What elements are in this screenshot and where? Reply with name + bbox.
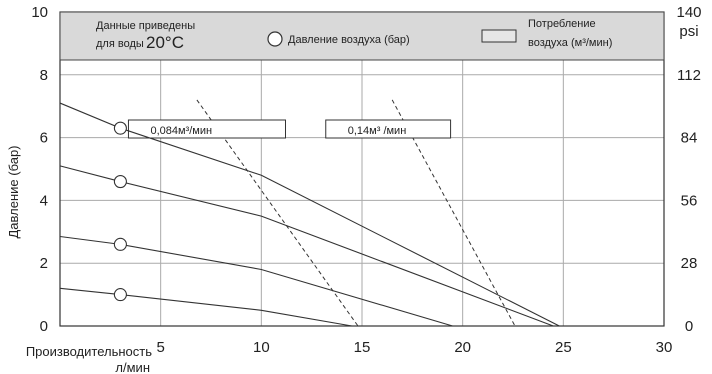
legend-pressure-label: Давление воздуха (бар) <box>288 34 410 46</box>
consumption-label-box <box>127 119 286 139</box>
series-line <box>59 165 554 327</box>
y2-tick-labels: 0 28 56 84 112 140 <box>676 4 701 335</box>
y-axis-title: Давление (бар) <box>6 145 21 238</box>
y2-axis-title: psi <box>679 23 698 40</box>
pressure-marker <box>113 288 127 302</box>
x-tick-label: 30 <box>656 339 673 356</box>
pressure-marker <box>113 121 127 135</box>
y-tick-label: 4 <box>40 192 48 209</box>
legend-note-temperature: 20°C <box>146 33 184 52</box>
consumption-line <box>196 99 359 327</box>
x-tick-labels: 5 10 15 20 25 30 <box>156 339 672 356</box>
x-tick-label: 5 <box>156 339 164 356</box>
pressure-marker <box>113 237 127 251</box>
consumption-label: 0,14м³ /мин <box>348 125 407 137</box>
consumption-lines: 0,084м³/мин 0,14м³ /мин <box>127 99 516 327</box>
legend-box <box>59 11 665 61</box>
y2-tick-label: 56 <box>681 192 698 209</box>
y2-tick-label: 140 <box>676 4 701 21</box>
y2-tick-label: 28 <box>681 255 698 272</box>
y2-tick-label: 0 <box>685 318 693 335</box>
pressure-marker-icon <box>267 31 283 47</box>
consumption-label: 0,084м³/мин <box>150 125 212 137</box>
y-tick-labels: 0 2 4 6 8 10 <box>31 4 48 335</box>
y2-tick-label: 112 <box>677 67 701 84</box>
x-tick-label: 10 <box>253 339 270 356</box>
legend-note-line2: для воды <box>96 38 144 50</box>
x-tick-label: 25 <box>555 339 572 356</box>
series-line <box>59 287 353 327</box>
pressure-marker <box>113 175 127 189</box>
y-tick-label: 2 <box>40 255 48 272</box>
y-tick-label: 10 <box>31 4 48 21</box>
series-line <box>59 102 560 327</box>
x-tick-label: 20 <box>454 339 471 356</box>
x-axis-title-line2: л/мин <box>115 360 150 374</box>
y-tick-label: 0 <box>40 318 48 335</box>
y-tick-label: 6 <box>40 130 48 147</box>
y2-tick-label: 84 <box>681 130 698 147</box>
consumption-label-box <box>325 119 452 139</box>
series-line <box>59 235 453 327</box>
x-axis-title-line1: Производительность <box>26 344 152 359</box>
y-tick-label: 8 <box>40 67 48 84</box>
legend-consumption-line2: воздуха (м³/мин) <box>528 37 612 49</box>
series-lines <box>59 102 560 327</box>
x-tick-label: 15 <box>354 339 371 356</box>
consumption-swatch-icon <box>481 29 517 43</box>
legend-consumption-line1: Потребление <box>528 18 596 30</box>
legend: Данные приведены для воды 20°C Давление … <box>59 11 665 61</box>
legend-note-line1: Данные приведены <box>96 20 195 32</box>
